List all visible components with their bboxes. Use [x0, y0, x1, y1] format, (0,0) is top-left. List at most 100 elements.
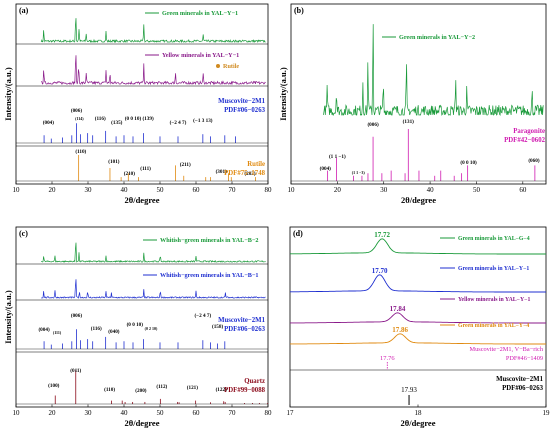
peak-position-label: 17.86 [392, 326, 408, 334]
x-tick-label: 40 [427, 186, 435, 194]
x-axis-label: 2θ/degree [125, 418, 160, 428]
xrd-pattern-line [41, 55, 266, 86]
peak-position-label: 17.84 [390, 305, 406, 313]
hkl-label: (110) [75, 148, 86, 155]
hkl-label: (−2 4 7) [194, 312, 211, 319]
xrd-pattern-line [41, 242, 266, 263]
reference-name: Quartz [244, 378, 265, 385]
hkl-label: (116) [91, 325, 102, 332]
hkl-label: (0 0 10) [127, 321, 144, 328]
hkl-label: (004) [320, 165, 332, 172]
hkl-label: (0 0 10) [460, 159, 477, 166]
legend-entry: Green minerals in YAL−Y−4 [458, 323, 529, 329]
reference-pdf: PDF#06−0263 [502, 385, 543, 392]
reference-name: Muscovite−2M1 [218, 317, 266, 324]
hkl-label: (301) [216, 168, 228, 175]
y-axis-label: Intensity/(a.u.) [3, 67, 13, 121]
xrd-pattern-line [40, 18, 266, 44]
peak-position-label: 17.72 [374, 231, 390, 239]
panel-label: (d) [293, 229, 303, 238]
x-tick-label: 60 [193, 409, 201, 417]
legend-entry: Whitish−green minerals in YAL−B−1 [160, 272, 259, 279]
x-tick-label: 50 [157, 186, 165, 194]
hkl-label: (202) [244, 170, 256, 177]
x-tick-label: 10 [13, 186, 21, 194]
x-tick-label: 10 [288, 186, 296, 194]
hkl-label: (004) [38, 326, 50, 333]
hkl-label: (1 1 −1) [329, 153, 346, 160]
x-axis-label: 2θ/degree [401, 195, 436, 205]
xrd-zoom-line [290, 238, 546, 255]
y-axis-label: Intensity/(a.u.) [3, 290, 13, 344]
plot-frame [290, 3, 547, 185]
x-tick-label: 19 [543, 409, 550, 417]
x-tick-label: 20 [49, 409, 57, 417]
hkl-label: (131) [403, 118, 415, 125]
reference-pdf: PDF#99−0088 [224, 387, 265, 394]
hkl-label: (0 2 10) [145, 326, 158, 331]
x-tick-label: 60 [519, 186, 527, 194]
legend-entry: Yellow minerals in YAL−Y−1 [458, 297, 530, 303]
panel-d [289, 226, 547, 408]
hkl-label: (006) [367, 121, 379, 128]
legend-marker-label: Rutile [223, 63, 239, 70]
hkl-label: (−2 4 7) [170, 119, 187, 126]
x-tick-label: 70 [229, 186, 237, 194]
hkl-label: (100) [48, 382, 60, 389]
xrd-pattern-line [41, 279, 266, 299]
x-axis-label: 2θ/degree [401, 418, 436, 428]
xrd-zoom-line [290, 333, 546, 345]
y-axis-label: Intensity/(a.u.) [278, 67, 288, 121]
hkl-label: (060) [528, 157, 540, 164]
hkl-label: (211) [180, 161, 191, 168]
x-axis-label: 2θ/degree [125, 195, 160, 205]
hkl-label: (111) [53, 330, 62, 335]
x-tick-label: 20 [49, 186, 57, 194]
hkl-label: (135) [111, 119, 123, 126]
x-tick-label: 50 [473, 186, 481, 194]
hkl-label: (006) [71, 312, 83, 319]
hkl-label: (139) [142, 115, 154, 122]
reference-pdf: PDF#06−0263 [224, 326, 265, 333]
reference-name: Muscovite−2M1 [218, 98, 266, 105]
reference-name: Muscovite−2M1 [496, 376, 544, 383]
reference-pdf: PDF#46−1409 [506, 355, 543, 362]
peak-position-label: 17.70 [372, 267, 388, 275]
legend-entry: Green minerals in YAL−Y−2 [399, 34, 475, 41]
hkl-label: (111) [140, 165, 151, 172]
hkl-label: (101) [108, 158, 120, 165]
x-tick-label: 20 [334, 186, 342, 194]
xrd-zoom-line [290, 274, 546, 293]
peak-position-label: 17.93 [401, 386, 417, 394]
hkl-label: (158) [212, 323, 224, 330]
x-tick-label: 17 [287, 409, 295, 417]
x-tick-label: 10 [13, 409, 21, 417]
xrd-pattern-line [323, 24, 544, 117]
panel-label: (a) [19, 6, 29, 15]
reference-name: Muscovite−2M1, V−Ba−rich [470, 346, 544, 353]
x-tick-label: 30 [85, 186, 93, 194]
x-tick-label: 40 [121, 186, 129, 194]
legend-entry: Whitish−green minerals in YAL−B−2 [160, 237, 259, 244]
panel-b [290, 3, 547, 185]
hkl-label: (116) [95, 115, 106, 122]
legend-entry: Green minerals in YAL−G−4 [458, 236, 530, 242]
reference-name: Paragonite [513, 128, 545, 135]
hkl-label: (1 1 −3) [352, 170, 366, 175]
hkl-label: (114) [75, 116, 84, 121]
legend-entry: Green minerals in YAL−Y−1 [162, 10, 238, 17]
reference-pdf: PDF#75−1748 [224, 170, 265, 177]
hkl-label: (040) [108, 328, 120, 335]
hkl-label: (004) [43, 119, 55, 126]
rutile-marker [216, 64, 220, 68]
x-tick-label: 18 [415, 409, 423, 417]
x-tick-label: 80 [265, 409, 273, 417]
x-tick-label: 70 [229, 409, 237, 417]
hkl-label: (006) [71, 107, 83, 114]
legend-entry: Yellow minerals in YAL−Y−1 [162, 52, 239, 59]
x-tick-label: 40 [121, 409, 129, 417]
x-tick-label: 50 [157, 409, 165, 417]
hkl-label: (121) [187, 384, 199, 391]
reference-pdf: PDF#06−0263 [224, 107, 265, 114]
